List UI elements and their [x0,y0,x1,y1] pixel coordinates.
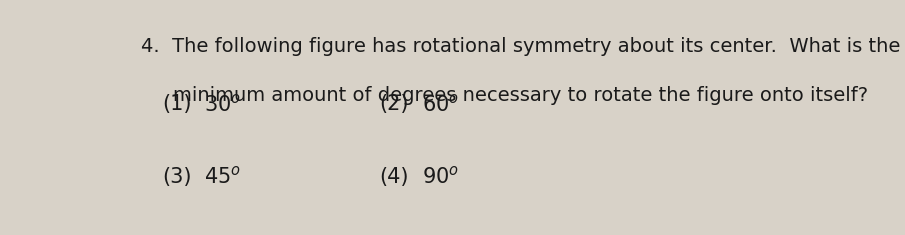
Text: minimum amount of degrees necessary to rotate the figure onto itself?: minimum amount of degrees necessary to r… [173,86,868,105]
Text: $90^{o}$: $90^{o}$ [422,166,459,188]
Text: $45^{o}$: $45^{o}$ [205,166,242,188]
Text: $60^{o}$: $60^{o}$ [422,93,459,115]
Text: (3): (3) [162,167,192,187]
Text: $30^{o}$: $30^{o}$ [205,93,242,115]
Text: 4.  The following figure has rotational symmetry about its center.  What is the: 4. The following figure has rotational s… [141,37,900,56]
Text: (2): (2) [380,94,409,114]
Text: (1): (1) [162,94,192,114]
Text: (4): (4) [380,167,409,187]
